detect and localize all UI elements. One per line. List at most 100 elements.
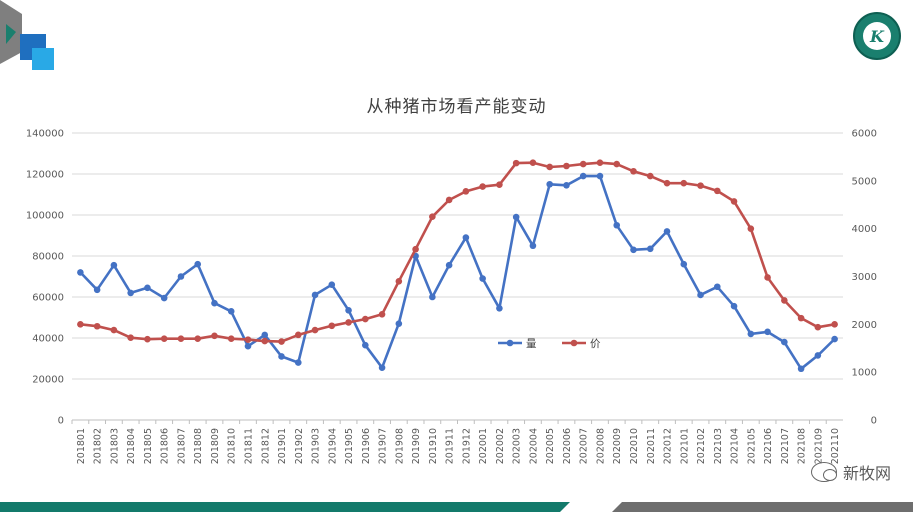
data-point	[211, 332, 218, 340]
organization-logo: K	[853, 12, 901, 60]
data-point	[462, 188, 470, 195]
data-point	[110, 261, 118, 269]
x-tick-label: 201909	[411, 428, 422, 464]
data-point	[378, 310, 386, 318]
data-point	[529, 242, 537, 250]
data-point	[831, 321, 838, 328]
legend-marker	[570, 339, 578, 347]
x-tick-label: 202103	[713, 428, 724, 464]
data-point	[496, 181, 503, 188]
legend-marker	[506, 339, 514, 347]
data-point	[613, 160, 621, 168]
data-point	[278, 338, 285, 345]
x-tick-label: 201904	[327, 428, 338, 464]
x-tick-label: 201901	[277, 428, 288, 464]
data-point	[160, 335, 168, 342]
data-point	[646, 172, 654, 180]
data-point	[177, 273, 185, 280]
data-point	[546, 180, 553, 188]
data-point	[93, 286, 101, 294]
x-tick-label: 201907	[378, 428, 389, 464]
data-point	[328, 281, 336, 289]
y-left-tick-label: 140000	[26, 129, 64, 140]
x-tick-label: 201809	[210, 428, 221, 464]
data-point	[294, 331, 302, 339]
x-tick-label: 202105	[746, 428, 757, 464]
data-point	[77, 269, 84, 276]
logo-mark: K	[863, 22, 891, 50]
x-tick-label: 202002	[495, 428, 506, 464]
y-right-tick-label: 6000	[852, 129, 877, 140]
y-left-tick-label: 40000	[32, 334, 64, 345]
data-point	[730, 302, 738, 310]
x-tick-label: 201805	[143, 428, 154, 464]
data-point	[630, 246, 637, 254]
data-point	[546, 163, 553, 171]
data-point	[244, 336, 252, 343]
x-tick-label: 202004	[528, 428, 539, 464]
data-point	[244, 342, 252, 350]
data-point	[697, 291, 704, 299]
data-point	[160, 294, 168, 302]
x-tick-label: 201807	[176, 428, 187, 464]
x-tick-label: 202108	[797, 428, 808, 464]
x-tick-label: 202107	[780, 428, 791, 464]
data-point	[797, 365, 805, 373]
data-point	[797, 314, 805, 322]
x-tick-label: 202006	[562, 428, 573, 464]
x-tick-label: 201808	[193, 428, 204, 464]
y-right-tick-label: 2000	[852, 320, 877, 331]
data-point	[311, 291, 319, 299]
data-point	[395, 277, 403, 285]
data-point	[781, 338, 788, 346]
data-point	[630, 167, 637, 175]
data-point	[479, 183, 486, 190]
x-tick-label: 201902	[294, 428, 305, 464]
data-point	[311, 326, 319, 334]
x-tick-label: 201903	[311, 428, 322, 464]
x-tick-label: 201804	[126, 428, 137, 464]
x-tick-label: 201806	[160, 428, 171, 464]
data-point	[194, 335, 202, 342]
data-point	[211, 299, 218, 307]
y-left-tick-label: 80000	[32, 252, 64, 263]
deco-light-blue-square	[32, 48, 54, 70]
x-tick-label: 202106	[763, 428, 774, 464]
x-tick-label: 202010	[629, 428, 640, 464]
data-point	[144, 284, 151, 292]
x-tick-label: 201810	[227, 428, 238, 464]
data-point	[77, 321, 84, 328]
watermark: 新牧网	[810, 460, 891, 484]
bottom-bar-gray	[612, 502, 913, 512]
data-point	[362, 341, 369, 349]
data-point	[613, 221, 621, 229]
data-point	[764, 274, 771, 281]
data-point	[697, 182, 704, 189]
data-point	[345, 319, 352, 326]
x-tick-label: 202101	[679, 428, 690, 464]
x-tick-label: 201905	[344, 428, 355, 464]
data-point	[764, 328, 771, 336]
data-point	[127, 289, 134, 297]
x-tick-label: 202003	[512, 428, 523, 464]
data-point	[781, 297, 788, 304]
x-tick-label: 201803	[109, 428, 120, 464]
x-tick-label: 201911	[445, 428, 456, 464]
legend-label: 价	[590, 338, 601, 350]
series-line	[79, 174, 836, 371]
data-point	[445, 196, 453, 204]
data-point	[512, 213, 520, 221]
data-point	[479, 275, 486, 282]
x-tick-label: 201812	[260, 428, 271, 464]
x-tick-label: 201802	[93, 428, 104, 464]
legend-label: 量	[526, 338, 537, 350]
data-point	[445, 261, 453, 269]
y-left-tick-label: 20000	[32, 375, 64, 386]
data-point	[563, 162, 570, 170]
y-left-tick-label: 100000	[26, 211, 64, 222]
y-left-tick-label: 120000	[26, 170, 64, 181]
data-point	[227, 335, 235, 342]
data-point	[831, 335, 838, 343]
